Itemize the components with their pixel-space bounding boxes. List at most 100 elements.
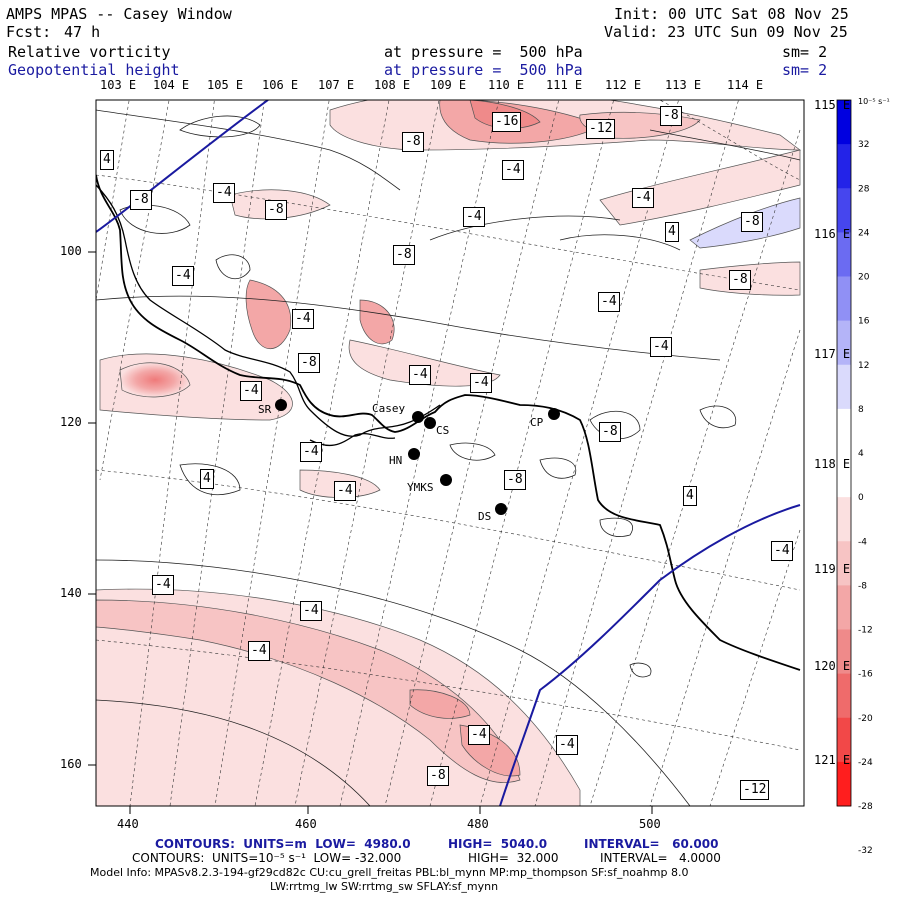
contour-value-label: -8: [504, 470, 526, 490]
colorbar-swatch: [837, 320, 851, 366]
y-tick-label: 140: [60, 586, 82, 600]
contour-value-label: -8: [660, 106, 682, 126]
right-longitude-label: 119 E: [814, 562, 851, 576]
contour-value-label: 4: [200, 469, 214, 489]
valid-time: Valid: 23 UTC Sun 09 Nov 25: [604, 23, 848, 41]
y-tick-label: 160: [60, 757, 82, 771]
colorbar: 10⁻⁵ s⁻¹ 32 28 24 20 16 12 8 4 0 -4 -8 -12 -16 -20 -24 -…: [836, 97, 890, 856]
top-longitude-label: 114 E: [727, 78, 764, 92]
contour-value-label: -4: [240, 381, 262, 401]
contour-value-label: -8: [729, 270, 751, 290]
contour-value-label: -4: [152, 575, 174, 595]
x-tick-label: 440: [117, 817, 139, 831]
vorticity-shading: [96, 100, 802, 806]
x-tick-label: 480: [467, 817, 489, 831]
contour-value-label: -12: [586, 119, 616, 139]
colorbar-swatch: [837, 541, 851, 586]
contour-value-label: -4: [632, 188, 654, 208]
station-marker: [495, 503, 507, 515]
colorbar-swatch: [837, 364, 851, 410]
contour-value-label: -4: [409, 365, 431, 385]
contours-height-interval: INTERVAL= 60.000: [584, 837, 719, 851]
field2-name: Geopotential height: [8, 61, 180, 79]
colorbar-tick: 20: [858, 273, 870, 283]
shaded-region: [409, 689, 471, 719]
plot-frame: [95, 99, 805, 807]
contour-value-label: -8: [427, 766, 449, 786]
model-info: Model Info: MPASv8.2.3-194-gf29cd82c CU:…: [90, 866, 689, 879]
colorbar-swatch: [837, 232, 851, 277]
field1-smoothing: sm= 2: [782, 43, 828, 61]
top-longitude-label: 104 E: [153, 78, 190, 92]
contour-value-label: -4: [292, 309, 314, 329]
top-longitude-label: 111 E: [546, 78, 583, 92]
station-label: Casey: [372, 402, 406, 415]
geopotential-contour: [96, 100, 269, 233]
contour-value-label: -4: [172, 266, 194, 286]
top-longitude-label: 109 E: [430, 78, 467, 92]
contour-value-label: -4: [468, 725, 490, 745]
contours-vorticity-interval: INTERVAL= 4.0000: [600, 851, 721, 865]
field2-smoothing: sm= 2: [782, 61, 828, 79]
top-longitude-label: 108 E: [374, 78, 411, 92]
colorbar-tick: 4: [858, 449, 864, 459]
coastline-inner: [309, 432, 396, 447]
shaded-region: [359, 299, 395, 345]
colorbar-swatch: [837, 629, 851, 675]
init-time: Init: 00 UTC Sat 08 Nov 25: [614, 5, 849, 23]
vorticity-contours: [96, 109, 801, 806]
colorbar-tick: 0: [858, 493, 864, 503]
colorbar-tick: -24: [858, 758, 873, 768]
station-marker: [548, 408, 560, 420]
top-longitude-label: 110 E: [488, 78, 525, 92]
contour-value-label: -4: [213, 183, 235, 203]
right-longitude-label: 121 E: [814, 753, 851, 767]
top-longitude-label: 103 E: [100, 78, 137, 92]
field1-pressure: at pressure = 500 hPa: [384, 43, 583, 61]
colorbar-swatch: [837, 673, 851, 719]
colorbar-tick: -20: [858, 714, 873, 724]
colorbar-tick: 12: [858, 361, 869, 371]
ice-shelf-edge: [96, 184, 441, 437]
contour-value-label: -4: [556, 735, 578, 755]
right-longitude-label: 117 E: [814, 347, 851, 361]
colorbar-tick: -12: [858, 626, 873, 636]
colorbar-swatch: [837, 497, 851, 542]
station-label: SR: [258, 403, 272, 416]
colorbar-tick: -16: [858, 670, 873, 680]
colorbar-tick: -4: [858, 537, 867, 547]
contour-value-label: -4: [334, 481, 356, 501]
contour-value-label: -12: [740, 780, 770, 800]
colorbar-swatch: [837, 761, 851, 807]
right-longitude-label: 120 E: [814, 659, 851, 673]
station-marker: [408, 448, 420, 460]
station-marker: [440, 474, 452, 486]
field1-name: Relative vorticity: [8, 43, 171, 61]
right-longitude-label: 116 E: [814, 227, 851, 241]
colorbar-swatch: [837, 717, 851, 763]
contour-value-label: -8: [393, 245, 415, 265]
y-tick-label: 120: [60, 415, 82, 429]
right-longitude-label: 118 E: [814, 457, 851, 471]
contour-value-label: 4: [100, 150, 114, 170]
top-longitude-label: 107 E: [318, 78, 355, 92]
right-longitude-label: 115 E: [814, 98, 851, 112]
station-label: CS: [436, 424, 450, 437]
shaded-region: [119, 362, 191, 398]
contour-value-label: -4: [300, 601, 322, 621]
contour-value-label: 4: [665, 222, 679, 242]
colorbar-tick: 32: [858, 140, 869, 150]
station-label: DS: [478, 510, 492, 523]
top-longitude-label: 112 E: [605, 78, 642, 92]
plot-title: AMPS MPAS -- Casey Window: [6, 5, 232, 23]
contour-value-label: -16: [492, 112, 522, 132]
contour-value-label: -4: [598, 292, 620, 312]
station-marker: [275, 399, 287, 411]
contours-height-high: HIGH= 5040.0: [448, 837, 548, 851]
colorbar-swatch: [837, 188, 851, 233]
contour-value-label: -8: [265, 200, 287, 220]
contours-vorticity-high: HIGH= 32.000: [468, 851, 559, 865]
contour-value-label: -4: [300, 442, 322, 462]
colorbar-swatch: [837, 453, 851, 498]
